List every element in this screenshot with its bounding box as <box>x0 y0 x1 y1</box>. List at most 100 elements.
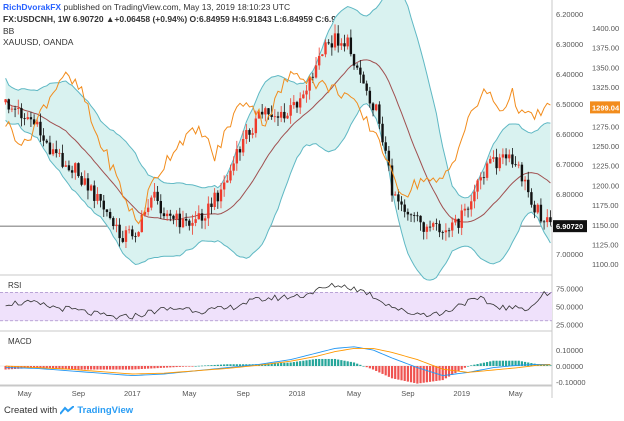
macd-histogram-bar <box>67 366 71 370</box>
macd-histogram-bar <box>276 363 280 366</box>
candle-body <box>175 213 178 219</box>
macd-histogram-bar <box>324 358 327 366</box>
candle-body <box>112 218 115 227</box>
candle-body <box>45 140 48 143</box>
candle-body <box>346 37 349 47</box>
candle-body <box>495 157 498 169</box>
footer-brand[interactable]: TradingView <box>77 405 134 416</box>
macd-histogram-bar <box>362 366 365 367</box>
gold-tick-label: 1275.00 <box>592 122 619 131</box>
macd-histogram-bar <box>428 366 432 382</box>
candle-body <box>260 111 264 115</box>
macd-histogram-bar <box>197 365 200 367</box>
macd-histogram-bar <box>413 366 416 383</box>
macd-histogram-bar <box>365 366 368 368</box>
macd-histogram-bar <box>112 366 115 370</box>
candle-body <box>394 194 397 196</box>
macd-histogram-bar <box>283 362 286 366</box>
macd-histogram-bar <box>466 366 470 367</box>
candle-body <box>352 54 356 66</box>
macd-histogram-bar <box>286 362 289 366</box>
macd-histogram-bar <box>39 366 42 368</box>
candle-body <box>39 121 42 136</box>
candle-body <box>539 204 543 222</box>
candle-body <box>511 154 514 165</box>
macd-histogram-bar <box>128 366 131 370</box>
candle-body <box>102 200 105 210</box>
time-tick-label: May <box>182 389 196 398</box>
candle-body <box>409 214 413 216</box>
gold-last-badge <box>590 101 620 114</box>
usdcnh-tick-label: 6.30000 <box>556 40 583 49</box>
macd-histogram-bar <box>356 363 359 366</box>
candle-body <box>10 108 14 110</box>
macd-histogram-bar <box>504 360 508 366</box>
candle-body <box>533 204 536 213</box>
candle-body <box>466 208 470 210</box>
candle-body <box>283 111 286 119</box>
usdcnh-tick-label: 6.50000 <box>556 100 583 109</box>
candle-body <box>298 98 302 108</box>
macd-histogram-bar <box>340 360 343 366</box>
candle-body <box>251 133 254 135</box>
candle-body <box>520 164 524 182</box>
macd-histogram-bar <box>508 360 511 366</box>
macd-histogram-bar <box>232 364 235 366</box>
macd-histogram-bar <box>55 366 58 369</box>
candle-body <box>194 219 197 223</box>
candle-body <box>131 229 134 237</box>
candle-body <box>470 201 473 210</box>
candle-body <box>444 230 448 233</box>
macd-histogram-bar <box>118 366 121 370</box>
gold-tick-label: 1200.00 <box>592 181 619 190</box>
macd-histogram-bar <box>185 366 188 367</box>
candle-body <box>286 115 289 119</box>
candle-body <box>118 224 121 239</box>
macd-histogram-bar <box>292 362 295 366</box>
candle-body <box>219 189 223 202</box>
gold-tick-label: 1225.00 <box>592 162 619 171</box>
candle-body <box>165 213 169 217</box>
time-tick-label: May <box>18 389 32 398</box>
candle-body <box>51 149 55 155</box>
candle-body <box>355 65 359 68</box>
gold-tick-label: 1250.00 <box>592 142 619 151</box>
gold-tick-label: 1350.00 <box>592 63 619 72</box>
macd-histogram-bar <box>333 358 337 366</box>
candle-body <box>124 230 128 242</box>
macd-line <box>5 346 551 377</box>
candle-body <box>387 150 391 166</box>
macd-histogram-bar <box>229 364 232 366</box>
gold-tick-label: 1175.00 <box>592 201 619 210</box>
macd-histogram-bar <box>96 366 99 370</box>
candle-body <box>492 157 495 159</box>
macd-histogram-bar <box>368 366 371 369</box>
macd-signal-line <box>5 347 551 375</box>
macd-histogram-bar <box>235 364 238 366</box>
macd-histogram-bar <box>352 362 356 366</box>
macd-histogram-bar <box>245 364 248 366</box>
rsi-tick-label: 25.0000 <box>556 320 583 329</box>
macd-histogram-bar <box>213 364 216 366</box>
macd-histogram-bar <box>432 366 435 382</box>
candle-body <box>321 54 324 57</box>
macd-tick-label: 0.10000 <box>556 346 583 355</box>
candle-body <box>432 223 435 227</box>
footer-prefix: Created with <box>4 405 58 416</box>
time-tick-label: May <box>347 389 361 398</box>
bb-fill <box>5 0 551 281</box>
author-link[interactable]: RichDvorakFX <box>3 2 62 12</box>
macd-histogram-bar <box>425 366 428 383</box>
candle-body <box>70 170 74 173</box>
candle-body <box>482 177 486 179</box>
macd-histogram-bar <box>166 366 169 368</box>
macd-histogram-bar <box>397 366 400 380</box>
macd-histogram-bar <box>416 366 419 384</box>
candle-body <box>264 108 267 115</box>
candle-body <box>504 154 508 159</box>
candle-body <box>153 191 156 198</box>
macd-histogram-bar <box>517 360 520 366</box>
macd-histogram-bar <box>422 366 425 383</box>
macd-histogram-bar <box>45 366 48 369</box>
